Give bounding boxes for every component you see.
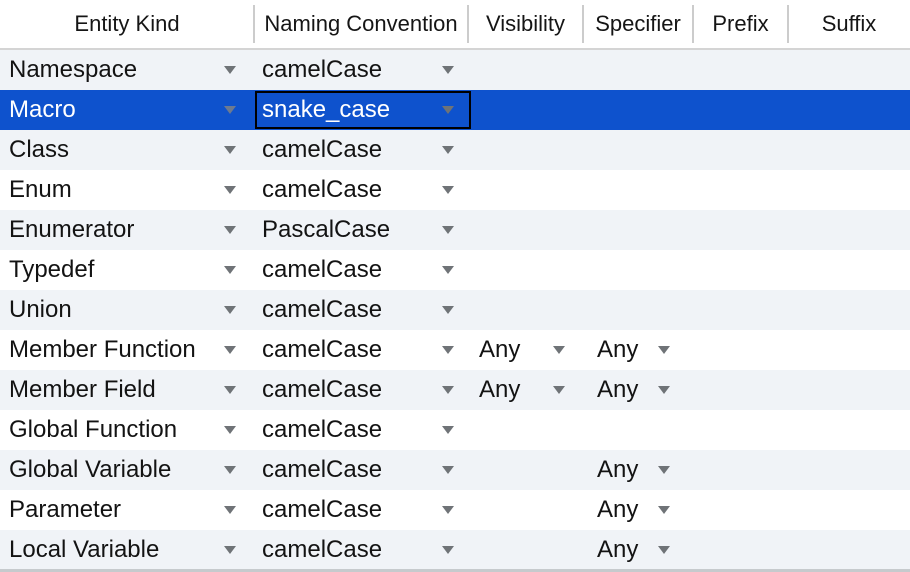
dropdown-arrow-icon[interactable] bbox=[658, 466, 670, 474]
naming-convention-dropdown-value[interactable]: camelCase bbox=[262, 536, 383, 563]
dropdown-arrow-icon[interactable] bbox=[224, 466, 236, 474]
specifier-dropdown-value[interactable]: Any bbox=[597, 456, 639, 483]
dropdown-arrow-icon[interactable] bbox=[442, 106, 454, 114]
column-header-naming-convention: Naming Convention bbox=[264, 11, 458, 36]
dropdown-arrow-icon[interactable] bbox=[658, 386, 670, 394]
table-row[interactable]: Member Function camelCase Any Any bbox=[0, 330, 910, 370]
column-header-specifier: Specifier bbox=[595, 11, 681, 36]
table-row[interactable]: Local Variable camelCase Any bbox=[0, 530, 910, 570]
dropdown-arrow-icon[interactable] bbox=[224, 426, 236, 434]
table-row[interactable]: Macro snake_case bbox=[0, 90, 910, 130]
entity-kind-dropdown-value[interactable]: Class bbox=[9, 136, 70, 163]
header-separator bbox=[692, 5, 694, 43]
column-header-visibility: Visibility bbox=[485, 11, 566, 36]
dropdown-arrow-icon[interactable] bbox=[442, 426, 454, 434]
table-row[interactable]: Enumerator PascalCase bbox=[0, 210, 910, 250]
dropdown-arrow-icon[interactable] bbox=[224, 546, 236, 554]
dropdown-arrow-icon[interactable] bbox=[224, 226, 236, 234]
column-header-entity-kind: Entity Kind bbox=[74, 11, 180, 36]
dropdown-arrow-icon[interactable] bbox=[553, 346, 565, 354]
dropdown-arrow-icon[interactable] bbox=[442, 266, 454, 274]
dropdown-arrow-icon[interactable] bbox=[224, 186, 236, 194]
column-header-suffix: Suffix bbox=[821, 11, 877, 36]
dropdown-arrow-icon[interactable] bbox=[442, 186, 454, 194]
naming-convention-dropdown-value[interactable]: snake_case bbox=[262, 96, 391, 123]
specifier-dropdown-value[interactable]: Any bbox=[597, 536, 639, 563]
header-separator bbox=[582, 5, 584, 43]
entity-kind-dropdown-value[interactable]: Namespace bbox=[9, 56, 138, 83]
table-row[interactable]: Enum camelCase bbox=[0, 170, 910, 210]
dropdown-arrow-icon[interactable] bbox=[224, 306, 236, 314]
naming-convention-dropdown-value[interactable]: camelCase bbox=[262, 136, 383, 163]
naming-convention-dropdown-value[interactable]: camelCase bbox=[262, 496, 383, 523]
dropdown-arrow-icon[interactable] bbox=[224, 506, 236, 514]
table-row[interactable]: Global Variable camelCase Any bbox=[0, 450, 910, 490]
dropdown-arrow-icon[interactable] bbox=[553, 386, 565, 394]
entity-kind-dropdown-value[interactable]: Local Variable bbox=[9, 536, 160, 563]
naming-convention-dropdown-value[interactable]: camelCase bbox=[262, 296, 383, 323]
naming-convention-dropdown-value[interactable]: PascalCase bbox=[262, 216, 391, 243]
entity-kind-dropdown-value[interactable]: Member Field bbox=[9, 376, 156, 403]
table-row[interactable]: Parameter camelCase Any bbox=[0, 490, 910, 530]
dropdown-arrow-icon[interactable] bbox=[442, 386, 454, 394]
dropdown-arrow-icon[interactable] bbox=[658, 546, 670, 554]
entity-kind-dropdown-value[interactable]: Global Function bbox=[9, 416, 178, 443]
dropdown-arrow-icon[interactable] bbox=[224, 266, 236, 274]
dropdown-arrow-icon[interactable] bbox=[442, 306, 454, 314]
naming-convention-dropdown-value[interactable]: camelCase bbox=[262, 456, 383, 483]
naming-convention-dropdown-value[interactable]: camelCase bbox=[262, 336, 383, 363]
entity-kind-dropdown-value[interactable]: Enum bbox=[9, 176, 72, 203]
table-row[interactable]: Class camelCase bbox=[0, 130, 910, 170]
table-row[interactable]: Namespace camelCase bbox=[0, 50, 910, 90]
naming-convention-dropdown-value[interactable]: camelCase bbox=[262, 56, 383, 83]
dropdown-arrow-icon[interactable] bbox=[224, 66, 236, 74]
header-separator bbox=[787, 5, 789, 43]
visibility-dropdown-value[interactable]: Any bbox=[479, 376, 521, 403]
entity-kind-dropdown-value[interactable]: Member Function bbox=[9, 336, 196, 363]
dropdown-arrow-icon[interactable] bbox=[442, 546, 454, 554]
dropdown-arrow-icon[interactable] bbox=[224, 146, 236, 154]
dropdown-arrow-icon[interactable] bbox=[442, 146, 454, 154]
naming-convention-dropdown-value[interactable]: camelCase bbox=[262, 376, 383, 403]
dropdown-arrow-icon[interactable] bbox=[442, 226, 454, 234]
dropdown-arrow-icon[interactable] bbox=[658, 506, 670, 514]
entity-kind-dropdown-value[interactable]: Enumerator bbox=[9, 216, 135, 243]
entity-kind-dropdown-value[interactable]: Union bbox=[9, 296, 72, 323]
table-row[interactable]: Typedef camelCase bbox=[0, 250, 910, 290]
entity-kind-dropdown-value[interactable]: Global Variable bbox=[9, 456, 172, 483]
visibility-dropdown-value[interactable]: Any bbox=[479, 336, 521, 363]
naming-convention-dropdown-value[interactable]: camelCase bbox=[262, 176, 383, 203]
header-separator bbox=[253, 5, 255, 43]
dropdown-arrow-icon[interactable] bbox=[442, 66, 454, 74]
header-separator bbox=[467, 5, 469, 43]
specifier-dropdown-value[interactable]: Any bbox=[597, 336, 639, 363]
dropdown-arrow-icon[interactable] bbox=[224, 386, 236, 394]
table-bottom-edge bbox=[0, 569, 910, 572]
entity-kind-dropdown-value[interactable]: Parameter bbox=[9, 496, 122, 523]
naming-convention-dropdown-value[interactable]: camelCase bbox=[262, 416, 383, 443]
entity-kind-dropdown-value[interactable]: Typedef bbox=[9, 256, 95, 283]
table-header: Entity Kind Naming Convention Visibility Sp… bbox=[0, 0, 910, 50]
table-row[interactable]: Global Function camelCase bbox=[0, 410, 910, 450]
table-row[interactable]: Member Field camelCase Any Any bbox=[0, 370, 910, 410]
dropdown-arrow-icon[interactable] bbox=[442, 346, 454, 354]
specifier-dropdown-value[interactable]: Any bbox=[597, 376, 639, 403]
table-row[interactable]: Union camelCase bbox=[0, 290, 910, 330]
specifier-dropdown-value[interactable]: Any bbox=[597, 496, 639, 523]
dropdown-arrow-icon[interactable] bbox=[224, 346, 236, 354]
entity-kind-dropdown-value[interactable]: Macro bbox=[9, 96, 76, 123]
column-header-prefix: Prefix bbox=[712, 11, 769, 36]
dropdown-arrow-icon[interactable] bbox=[442, 506, 454, 514]
dropdown-arrow-icon[interactable] bbox=[442, 466, 454, 474]
dropdown-arrow-icon[interactable] bbox=[224, 106, 236, 114]
dropdown-arrow-icon[interactable] bbox=[658, 346, 670, 354]
naming-convention-dropdown-value[interactable]: camelCase bbox=[262, 256, 383, 283]
